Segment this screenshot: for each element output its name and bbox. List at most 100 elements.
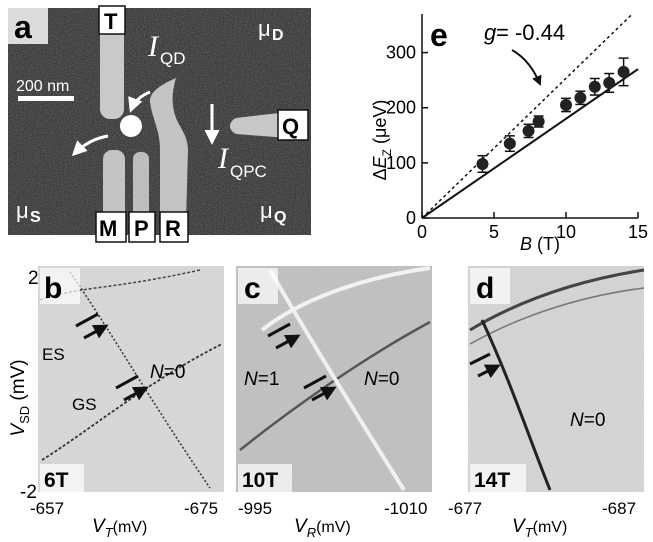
chart-e-y-tick-label: 100 [386, 153, 416, 173]
g-annotation-arrow [511, 49, 542, 86]
map-b-line-es [39, 269, 201, 301]
maps-ylabel-var: V [8, 422, 29, 437]
map-c-label-n0: N=0 [364, 369, 399, 390]
map-b-line-gs [41, 343, 223, 461]
map-c-x-right: -1010 [384, 499, 427, 518]
panel-d: N=0 d 14T -677 -687 VT(mV) [448, 266, 645, 540]
mu-d-symbol: μ [258, 16, 271, 41]
ylabel-unit: (μeV) [370, 100, 390, 149]
map-b-xlabel: VT(mV) [92, 516, 147, 540]
gate-label-r: R [165, 216, 181, 241]
map-c-field-box [238, 464, 292, 492]
panel-b: ES GS N=0 b 6T -657 -675 VT(mV) [30, 266, 224, 540]
arrow-qd-in [128, 90, 151, 113]
map-b-arrow-gs [115, 376, 146, 400]
chart-e-x-tick-label: 15 [628, 222, 648, 242]
mu-q-symbol: μ [260, 198, 273, 223]
map-c-line-upper [260, 266, 431, 332]
xlabel-var: B [520, 234, 532, 254]
map-b-x-right: -675 [184, 499, 218, 518]
map-b-label-n0: N=0 [150, 362, 185, 383]
chart-e-y-tick-label: 200 [386, 98, 416, 118]
mu-s-symbol: μ [16, 198, 29, 223]
gate-p [133, 152, 149, 220]
map-c-xlabel: VR(mV) [294, 516, 351, 540]
map-d-x-right: -687 [602, 499, 636, 518]
gate-t [100, 24, 124, 119]
chart-e-x-tick-label: 0 [417, 222, 427, 242]
gate-m [103, 150, 125, 220]
g-annotation-value: = -0.44 [496, 20, 565, 45]
chart-e-data-point [532, 115, 545, 128]
panel-e-letter: e [430, 17, 448, 53]
map-c-letter: c [244, 272, 261, 305]
chart-e-data-point [617, 65, 630, 78]
maps-ylabel: VSD (mV) [8, 359, 32, 436]
map-c-field: 10T [242, 469, 278, 492]
maps-y-tick-top: 2 [28, 268, 39, 289]
map-d-field: 14T [474, 469, 510, 492]
map-c-arrow-1 [267, 324, 298, 348]
maps-y-tick-bottom: -2 [20, 482, 37, 503]
panel-a-letter-box [8, 8, 48, 44]
panel-e: e 0 5 10 15 0 100 200 300 g = -0.44 ΔEZ (μeV) B… [370, 13, 648, 254]
map-c-letter-box [238, 268, 278, 304]
arrow-qd-out [71, 134, 109, 157]
chart-e-data-point [522, 124, 535, 137]
scale-bar-label: 200 nm [16, 78, 69, 95]
chart-e-xlabel: B (T) [520, 234, 560, 254]
map-d-letter: d [476, 272, 494, 305]
chart-e-data-point [588, 80, 601, 93]
map-d-label-n0: N=0 [570, 410, 605, 431]
mu-q-subscript: Q [274, 209, 286, 226]
ylabel-var: E [370, 155, 390, 168]
ylabel-sub: Z [380, 149, 394, 156]
scale-bar [18, 96, 74, 101]
map-c-x-left: -995 [238, 499, 272, 518]
gate-label-box-t [98, 5, 126, 35]
chart-e-data-point [476, 157, 489, 170]
map-b-arrow-es [75, 314, 106, 338]
gate-q [230, 112, 288, 138]
mu-d-subscript: D [272, 27, 284, 44]
gate-label-t: T [104, 9, 118, 34]
chart-e-reference-line [421, 13, 633, 219]
maps-ylabel-unit: (mV) [8, 359, 29, 405]
svg-text:VSD (mV): VSD (mV) [8, 359, 32, 436]
current-qd-symbol: I [147, 30, 160, 63]
chart-e-y-tick-label: 0 [406, 208, 416, 228]
gate-label-box-q [277, 109, 309, 141]
map-c-label-n1: N=1 [244, 369, 279, 390]
chart-e-ylabel: ΔEZ (μeV) [370, 100, 394, 181]
chart-e-x-tick-label: 10 [556, 222, 576, 242]
map-b-field-box [40, 464, 84, 492]
xlabel-unit: (T) [532, 234, 560, 254]
ylabel-delta: Δ [370, 168, 390, 180]
current-qpc-symbol: I [217, 142, 230, 175]
map-b-x-left: -657 [30, 499, 64, 518]
chart-e: 0 5 10 15 0 100 200 300 [386, 13, 648, 242]
mu-s-subscript: S [30, 209, 41, 226]
maps-row: VSD (mV) 2 -2 ES GS N=0 b 6T -657 -675 V… [8, 266, 645, 540]
gate-r [149, 78, 188, 222]
gate-label-p: P [134, 216, 149, 241]
map-b-label-es: ES [42, 345, 65, 364]
gate-label-q: Q [282, 114, 299, 139]
map-d-x-left: -677 [448, 499, 482, 518]
map-b-letter-box [40, 268, 80, 304]
map-b-letter: b [44, 272, 62, 305]
map-c-arrow-2 [303, 376, 334, 400]
map-d-line-upper [469, 268, 645, 332]
svg-text:ΔEZ (μeV): ΔEZ (μeV) [370, 100, 394, 181]
chart-e-fit-line [421, 68, 639, 219]
current-qpc-subscript: QPC [230, 162, 267, 181]
current-qd-subscript: QD [160, 49, 186, 68]
gate-label-box-m [95, 211, 127, 243]
chart-e-data-point [574, 91, 587, 104]
map-b-label-gs: GS [72, 395, 97, 414]
chart-e-x-tick-label: 5 [489, 222, 499, 242]
map-b-line-cross [69, 271, 211, 489]
chart-e-y-tick-label: 300 [386, 43, 416, 63]
panel-a: 200 nm a T M P R Q I QD I QPC μ D μ S μ … [8, 5, 311, 243]
map-d-arrow [469, 354, 498, 376]
